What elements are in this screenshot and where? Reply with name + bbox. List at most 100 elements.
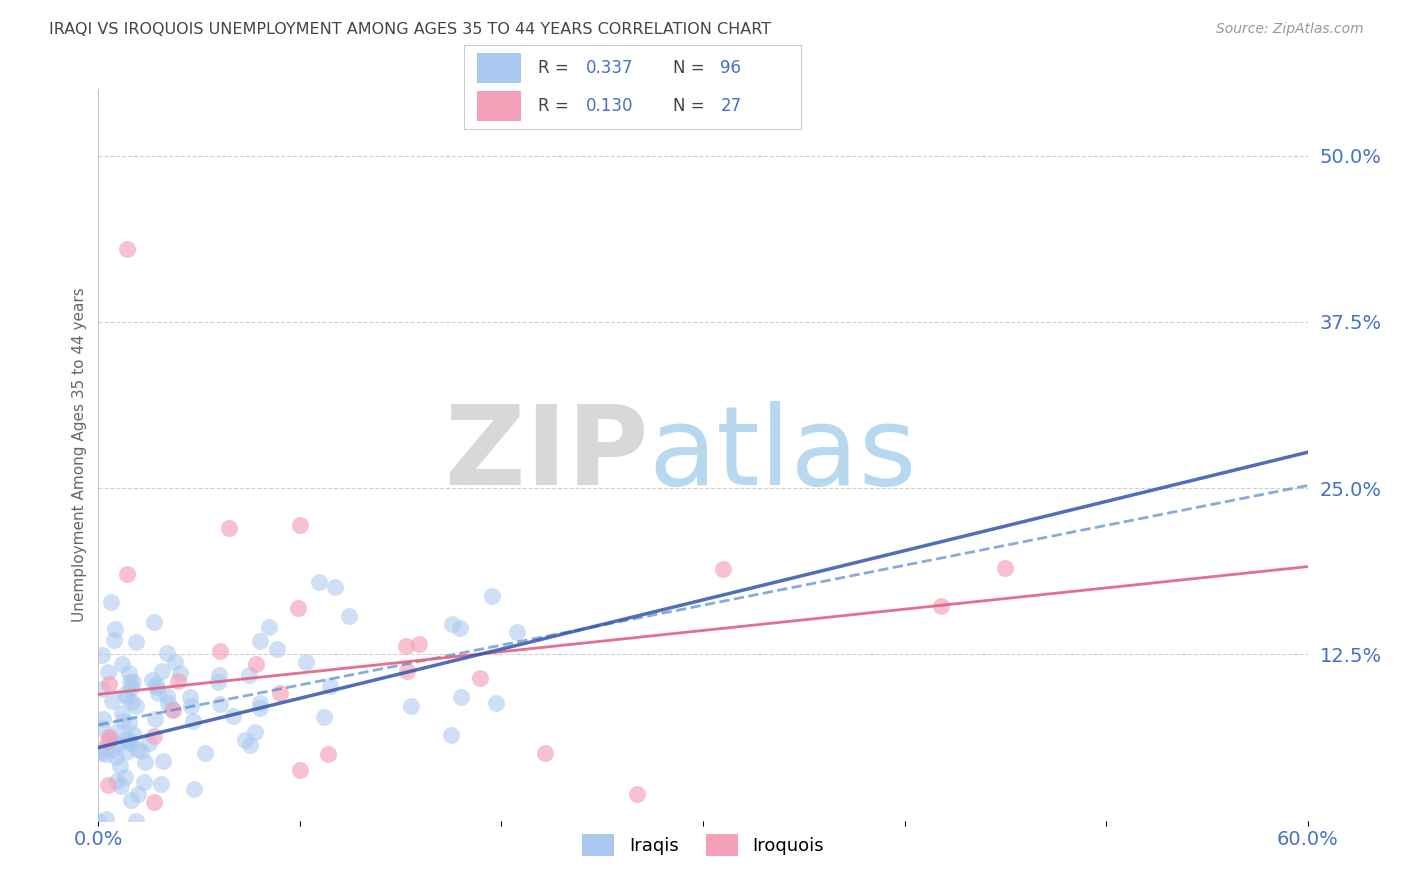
Iraqis — [110, 758, 132, 772]
Iraqis — [111, 714, 134, 728]
Iraqis — [115, 731, 138, 746]
Iroquois — [470, 671, 492, 685]
Iraqis — [91, 712, 114, 726]
Legend: Iraqis, Iroquois: Iraqis, Iroquois — [575, 826, 831, 863]
Iraqis — [481, 589, 503, 603]
Iraqis — [107, 737, 129, 751]
Iraqis — [125, 699, 148, 714]
Iraqis — [101, 742, 124, 756]
Iraqis — [104, 622, 127, 636]
Iraqis — [183, 714, 205, 728]
Iraqis — [183, 781, 205, 796]
Text: 0.130: 0.130 — [585, 97, 633, 115]
Iraqis — [111, 657, 134, 671]
Text: atlas: atlas — [648, 401, 917, 508]
Iraqis — [314, 710, 336, 724]
Iroquois — [534, 746, 557, 760]
Iraqis — [148, 686, 170, 700]
Text: 96: 96 — [720, 60, 741, 78]
Iraqis — [243, 724, 266, 739]
Y-axis label: Unemployment Among Ages 35 to 44 years: Unemployment Among Ages 35 to 44 years — [72, 287, 87, 623]
Iraqis — [485, 696, 508, 710]
Iraqis — [449, 621, 471, 635]
Text: 27: 27 — [720, 97, 741, 115]
Iraqis — [115, 745, 138, 759]
Iraqis — [103, 633, 125, 648]
Text: 0.337: 0.337 — [585, 60, 633, 78]
Iroquois — [288, 518, 311, 533]
Iraqis — [120, 793, 142, 807]
Text: R =: R = — [538, 97, 574, 115]
Text: R =: R = — [538, 60, 574, 78]
Iraqis — [127, 787, 149, 801]
Iraqis — [207, 675, 229, 690]
Iraqis — [249, 697, 271, 711]
Iraqis — [163, 655, 186, 669]
Iroquois — [288, 764, 311, 778]
Iraqis — [222, 709, 245, 723]
Iraqis — [440, 728, 463, 742]
Iraqis — [149, 777, 172, 791]
Text: N =: N = — [673, 60, 710, 78]
Iraqis — [249, 700, 271, 714]
Iraqis — [97, 665, 120, 679]
Iraqis — [120, 736, 142, 750]
Iraqis — [90, 721, 112, 735]
Iroquois — [929, 599, 952, 614]
Iroquois — [396, 664, 419, 678]
Iraqis — [87, 814, 110, 828]
Iraqis — [249, 633, 271, 648]
Iroquois — [245, 657, 267, 671]
Iraqis — [122, 727, 145, 741]
Iraqis — [129, 744, 152, 758]
Iraqis — [111, 706, 134, 721]
Iraqis — [114, 770, 136, 784]
Iraqis — [233, 732, 256, 747]
Iraqis — [145, 677, 167, 691]
Iraqis — [89, 743, 111, 757]
Iroquois — [395, 639, 418, 653]
Iraqis — [91, 648, 114, 662]
Text: IRAQI VS IROQUOIS UNEMPLOYMENT AMONG AGES 35 TO 44 YEARS CORRELATION CHART: IRAQI VS IROQUOIS UNEMPLOYMENT AMONG AGE… — [49, 22, 772, 37]
Iroquois — [142, 795, 165, 809]
Iraqis — [117, 690, 139, 704]
Iraqis — [105, 773, 128, 788]
Iroquois — [408, 637, 430, 651]
Iraqis — [121, 695, 143, 709]
Iraqis — [118, 674, 141, 689]
Iraqis — [94, 747, 117, 761]
Iraqis — [94, 812, 117, 826]
Iroquois — [97, 734, 120, 748]
Iraqis — [141, 673, 163, 688]
Bar — [478, 91, 522, 120]
Iroquois — [626, 787, 648, 801]
Text: N =: N = — [673, 97, 710, 115]
Iraqis — [239, 738, 262, 752]
Iraqis — [180, 698, 202, 713]
Iraqis — [156, 646, 179, 660]
Iraqis — [208, 668, 231, 682]
Iraqis — [90, 746, 112, 760]
Iroquois — [208, 644, 231, 658]
Text: Source: ZipAtlas.com: Source: ZipAtlas.com — [1216, 22, 1364, 37]
Iraqis — [155, 690, 177, 704]
Iraqis — [194, 746, 217, 760]
Iraqis — [127, 741, 149, 756]
Iraqis — [104, 750, 127, 764]
Iraqis — [179, 690, 201, 704]
Iraqis — [441, 616, 464, 631]
Iraqis — [152, 664, 174, 678]
Iroquois — [162, 703, 184, 717]
Iraqis — [238, 668, 260, 682]
Iraqis — [114, 687, 136, 701]
Iraqis — [118, 732, 141, 747]
Iraqis — [100, 694, 122, 708]
Iroquois — [115, 242, 138, 256]
Iraqis — [295, 655, 318, 669]
Iroquois — [218, 521, 240, 535]
Iroquois — [97, 730, 120, 744]
Iraqis — [152, 754, 174, 768]
Iroquois — [167, 673, 190, 688]
Iroquois — [287, 600, 309, 615]
Iraqis — [399, 699, 422, 714]
